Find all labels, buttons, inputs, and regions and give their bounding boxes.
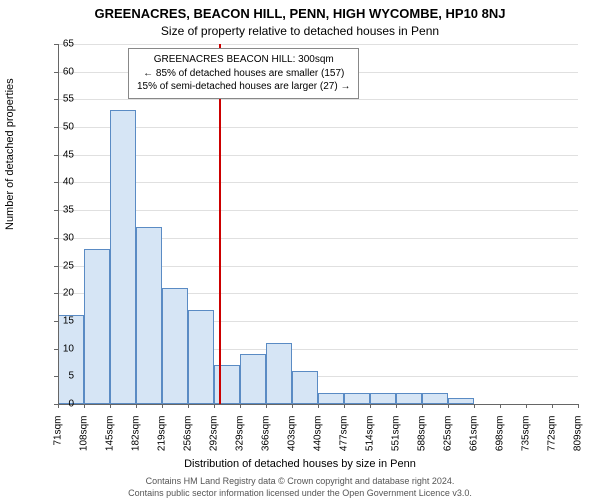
y-tick-label: 0 — [46, 399, 74, 410]
x-tick-label: 514sqm — [365, 416, 376, 468]
histogram-bar — [136, 227, 162, 404]
chart-container: GREENACRES, BEACON HILL, PENN, HIGH WYCO… — [0, 0, 600, 500]
y-axis-title: Number of detached properties — [4, 78, 16, 230]
x-tick-label: 551sqm — [391, 416, 402, 468]
histogram-bar — [344, 393, 370, 404]
histogram-bar — [318, 393, 344, 404]
histogram-bar — [292, 371, 318, 404]
x-tick-label: 440sqm — [313, 416, 324, 468]
legend-line: GREENACRES BEACON HILL: 300sqm — [137, 53, 350, 67]
y-tick-label: 35 — [46, 205, 74, 216]
histogram-bar — [422, 393, 448, 404]
histogram-bar — [266, 343, 292, 404]
legend-box: GREENACRES BEACON HILL: 300sqm← 85% of d… — [128, 48, 359, 99]
histogram-bar — [240, 354, 266, 404]
x-axis-line — [58, 404, 578, 405]
x-tick-label: 588sqm — [417, 416, 428, 468]
histogram-bar — [370, 393, 396, 404]
histogram-bar — [162, 288, 188, 404]
histogram-bar — [396, 393, 422, 404]
x-tick-label: 292sqm — [208, 416, 219, 468]
x-tick-label: 772sqm — [546, 416, 557, 468]
y-tick-label: 65 — [46, 39, 74, 50]
x-tick-label: 403sqm — [286, 416, 297, 468]
x-tick-label: 366sqm — [260, 416, 271, 468]
y-tick-label: 45 — [46, 149, 74, 160]
y-tick-label: 5 — [46, 371, 74, 382]
footer-line-2: Contains public sector information licen… — [0, 488, 600, 498]
x-tick-label: 256sqm — [183, 416, 194, 468]
grid-line — [58, 44, 578, 45]
y-tick-label: 60 — [46, 66, 74, 77]
histogram-bar — [58, 315, 84, 404]
plot-area: GREENACRES BEACON HILL: 300sqm← 85% of d… — [58, 44, 578, 404]
x-tick-label: 809sqm — [573, 416, 584, 468]
y-tick-label: 50 — [46, 122, 74, 133]
x-tick-label: 625sqm — [443, 416, 454, 468]
y-tick-label: 55 — [46, 94, 74, 105]
histogram-bar — [110, 110, 136, 404]
chart-title-main: GREENACRES, BEACON HILL, PENN, HIGH WYCO… — [0, 6, 600, 21]
histogram-bar — [214, 365, 240, 404]
y-tick-label: 40 — [46, 177, 74, 188]
x-tick-label: 477sqm — [339, 416, 350, 468]
grid-line — [58, 99, 578, 100]
x-tick-mark — [578, 404, 579, 408]
chart-title-sub: Size of property relative to detached ho… — [0, 24, 600, 38]
x-tick-label: 145sqm — [105, 416, 116, 468]
y-tick-label: 30 — [46, 232, 74, 243]
y-tick-label: 10 — [46, 343, 74, 354]
legend-line: ← 85% of detached houses are smaller (15… — [137, 67, 350, 81]
x-tick-label: 329sqm — [234, 416, 245, 468]
x-tick-label: 219sqm — [157, 416, 168, 468]
x-axis-title: Distribution of detached houses by size … — [0, 458, 600, 470]
x-tick-label: 735sqm — [520, 416, 531, 468]
histogram-bar — [84, 249, 110, 404]
y-tick-label: 15 — [46, 315, 74, 326]
y-tick-label: 20 — [46, 288, 74, 299]
footer-line-1: Contains HM Land Registry data © Crown c… — [0, 476, 600, 486]
histogram-bar — [188, 310, 213, 404]
legend-line: 15% of semi-detached houses are larger (… — [137, 80, 350, 94]
y-tick-label: 25 — [46, 260, 74, 271]
x-tick-label: 108sqm — [79, 416, 90, 468]
x-tick-label: 661sqm — [468, 416, 479, 468]
x-tick-label: 182sqm — [131, 416, 142, 468]
x-tick-label: 698sqm — [494, 416, 505, 468]
x-tick-label: 71sqm — [53, 416, 64, 468]
